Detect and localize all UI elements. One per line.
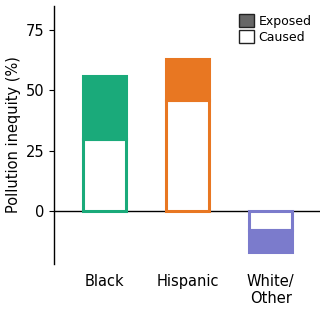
Y-axis label: Pollution inequity (%): Pollution inequity (%): [6, 56, 21, 213]
Bar: [249, 231, 292, 252]
Bar: [83, 76, 126, 139]
Bar: [249, 211, 292, 231]
Bar: [166, 59, 209, 100]
Bar: [166, 100, 209, 211]
Legend: Exposed, Caused: Exposed, Caused: [236, 12, 314, 46]
Bar: [83, 139, 126, 211]
